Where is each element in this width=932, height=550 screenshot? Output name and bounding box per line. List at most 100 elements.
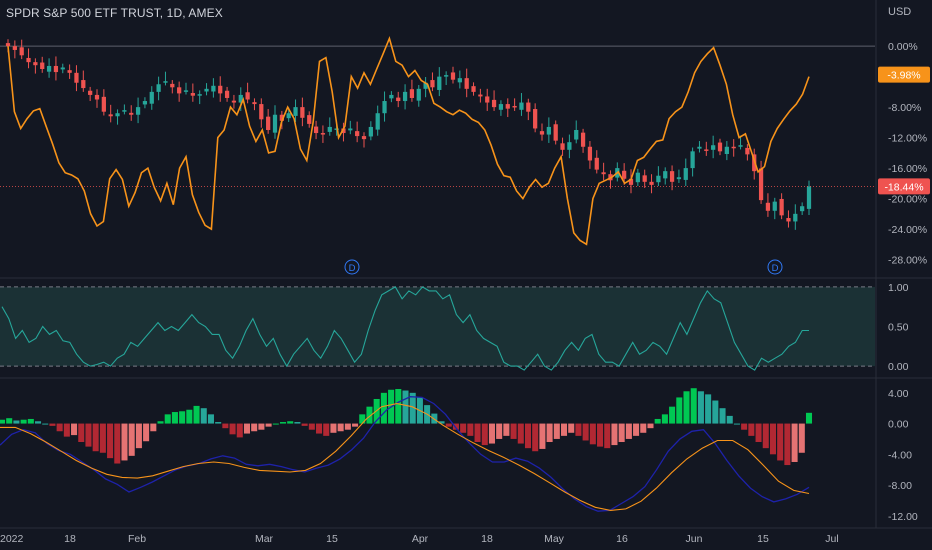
candle-body[interactable] <box>252 102 257 105</box>
compare-line[interactable] <box>7 36 810 246</box>
candle-body[interactable] <box>307 115 312 124</box>
candle-body[interactable] <box>587 146 593 161</box>
candle-body[interactable] <box>457 78 462 83</box>
dividend-marker[interactable]: D <box>767 259 783 275</box>
candle-body[interactable] <box>663 171 668 179</box>
candle-body[interactable] <box>293 107 298 116</box>
candle-body[interactable] <box>266 116 271 130</box>
candle-body[interactable] <box>800 206 805 212</box>
candle-body[interactable] <box>286 113 291 119</box>
candle-body[interactable] <box>361 136 367 140</box>
candle-body[interactable] <box>300 107 305 118</box>
candle-body[interactable] <box>348 128 353 131</box>
candle-body[interactable] <box>731 146 736 149</box>
candle-body[interactable] <box>669 171 675 182</box>
candle-body[interactable] <box>649 181 654 185</box>
candle-body[interactable] <box>416 88 421 101</box>
candle-body[interactable] <box>450 72 456 80</box>
candle-body[interactable] <box>717 142 723 152</box>
candle-body[interactable] <box>437 76 442 90</box>
candle-body[interactable] <box>580 132 586 147</box>
candle-body[interactable] <box>485 96 490 103</box>
candle-body[interactable] <box>793 213 798 222</box>
candle-body[interactable] <box>81 80 86 89</box>
candle-body[interactable] <box>60 67 65 70</box>
candle-body[interactable] <box>546 126 551 135</box>
candle-body[interactable] <box>46 65 52 72</box>
candle-body[interactable] <box>704 149 709 151</box>
candle-body[interactable] <box>382 101 387 114</box>
candle-body[interactable] <box>491 99 497 108</box>
candle-body[interactable] <box>656 175 661 183</box>
candle-body[interactable] <box>471 86 476 92</box>
candle-body[interactable] <box>690 151 695 169</box>
candle-body[interactable] <box>183 90 189 92</box>
candle-body[interactable] <box>88 90 93 95</box>
candle-body[interactable] <box>327 126 332 132</box>
candle-body[interactable] <box>53 65 59 73</box>
candle-body[interactable] <box>779 198 784 216</box>
candle-body[interactable] <box>33 62 38 66</box>
time-axis[interactable]: 2022 18 Feb Mar 15 Apr 18 May 16 Jun 15 Jul <box>0 533 839 545</box>
candle-body[interactable] <box>279 114 284 121</box>
candle-body[interactable] <box>464 78 469 89</box>
candle-body[interactable] <box>170 83 175 88</box>
candle-body[interactable] <box>409 89 415 98</box>
candle-body[interactable] <box>628 178 634 185</box>
candle-body[interactable] <box>122 110 127 112</box>
candle-body[interactable] <box>197 94 202 96</box>
candle-body[interactable] <box>177 87 182 94</box>
candle-body[interactable] <box>272 114 278 133</box>
candle-body[interactable] <box>129 112 134 115</box>
macd-pane[interactable] <box>0 388 813 512</box>
candle-body[interactable] <box>765 202 771 211</box>
candle-body[interactable] <box>12 46 17 50</box>
candle-body[interactable] <box>149 91 154 104</box>
candle-body[interactable] <box>738 145 743 147</box>
candle-body[interactable] <box>26 57 31 63</box>
candle-body[interactable] <box>231 100 237 103</box>
candle-body[interactable] <box>224 90 230 98</box>
candle-body[interactable] <box>19 47 24 56</box>
candle-body[interactable] <box>444 75 449 77</box>
candle-body[interactable] <box>567 142 572 150</box>
dividend-marker[interactable]: D <box>344 259 360 275</box>
candle-body[interactable] <box>539 131 545 135</box>
candle-body[interactable] <box>505 104 510 109</box>
candle-body[interactable] <box>402 91 408 102</box>
oscillator-pane[interactable] <box>0 286 875 371</box>
candle-body[interactable] <box>320 133 326 135</box>
candle-body[interactable] <box>683 168 688 180</box>
candle-body[interactable] <box>519 102 524 110</box>
candle-body[interactable] <box>341 128 346 134</box>
candle-body[interactable] <box>355 131 360 137</box>
candle-body[interactable] <box>758 168 764 201</box>
candle-body[interactable] <box>430 80 435 88</box>
candle-body[interactable] <box>711 145 716 150</box>
candle-body[interactable] <box>806 186 812 209</box>
candle-body[interactable] <box>313 126 319 134</box>
candle-body[interactable] <box>74 72 79 83</box>
candle-body[interactable] <box>676 177 682 180</box>
oscillator-line[interactable] <box>1 286 809 371</box>
candle-body[interactable] <box>101 96 106 112</box>
candle-body[interactable] <box>218 85 223 94</box>
macd-line[interactable] <box>0 396 810 512</box>
candle-body[interactable] <box>142 101 148 105</box>
candle-body[interactable] <box>5 43 11 47</box>
candle-body[interactable] <box>724 146 729 154</box>
candle-body[interactable] <box>601 172 606 175</box>
candle-body[interactable] <box>560 143 565 150</box>
candle-body[interactable] <box>478 94 483 97</box>
candle-body[interactable] <box>204 88 209 92</box>
candle-body[interactable] <box>238 94 243 103</box>
candle-body[interactable] <box>642 175 647 182</box>
candle-body[interactable] <box>533 109 538 129</box>
candle-body[interactable] <box>396 97 401 102</box>
candle-body[interactable] <box>135 107 141 115</box>
candle-body[interactable] <box>94 94 100 100</box>
candle-body[interactable] <box>622 170 627 179</box>
candle-body[interactable] <box>190 93 195 96</box>
